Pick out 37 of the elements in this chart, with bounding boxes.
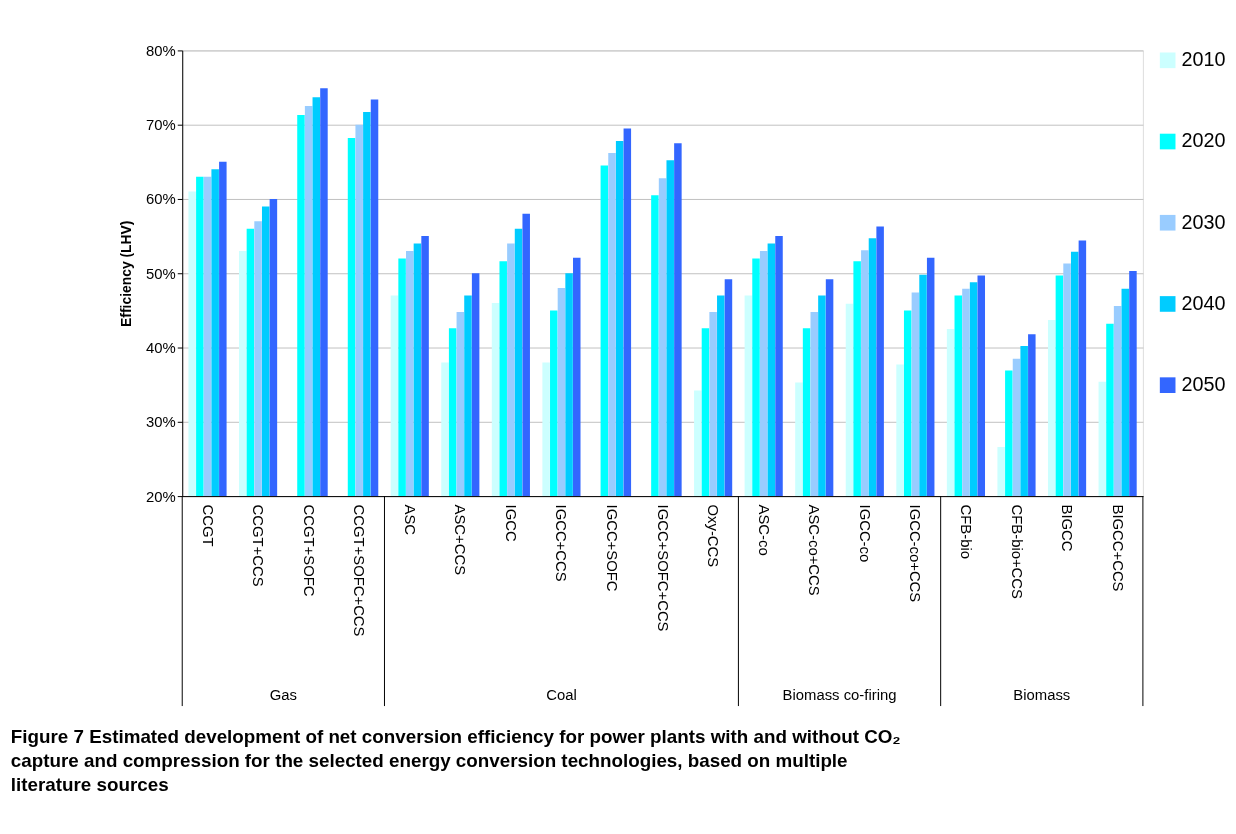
x-tick-label: IGCC+SOFC+CCS: [654, 504, 671, 632]
x-tick-label: CCGT+CCS: [250, 504, 267, 587]
x-tick-label: BIGCC: [1059, 504, 1076, 552]
y-tick-label: 50%: [146, 265, 176, 282]
text: Gas: [269, 687, 297, 704]
x-tick-label: CFB-bio+CCS: [1008, 504, 1025, 600]
x-tick-label: IGCC-co+CCS: [907, 504, 924, 603]
legend-label: 2010: [1181, 48, 1226, 71]
x-tick-label: IGCC: [502, 504, 519, 542]
x-tick-label: ASC-co+CCS: [806, 504, 823, 596]
legend-label: 2050: [1181, 373, 1226, 396]
x-tick-label: ASC: [401, 504, 418, 536]
x-tick-label: IGCC+CCS: [553, 504, 570, 582]
y-tick-label: 60%: [146, 191, 176, 208]
legend-label: 2040: [1181, 291, 1226, 314]
y-tick-label: 30%: [146, 414, 176, 431]
x-tick-label: Oxy-CCS: [705, 504, 722, 568]
x-tick-label: ASC+CCS: [452, 504, 469, 576]
x-tick-label: CCGT: [199, 504, 216, 547]
x-tick-label: CCGT+SOFC+CCS: [351, 504, 368, 637]
x-tick-label: CCGT+SOFC: [300, 504, 317, 597]
text: Biomass: [1013, 687, 1071, 704]
y-tick-label: 20%: [146, 488, 176, 505]
text: Figure 7 Estimated development of net conversion efficiency for power plants with and without CO₂ capture and compression for the selected energy conversion technologies, based on multiple literature sources: [10, 726, 901, 795]
x-tick-label: IGCC-co: [856, 504, 873, 563]
legend-label: 2030: [1181, 210, 1226, 233]
y-tick-label: 40%: [146, 339, 176, 356]
legend-label: 2020: [1181, 129, 1226, 152]
x-tick-label: BIGCC+CCS: [1109, 504, 1126, 592]
y-axis-title: Efficiency (LHV): [118, 220, 135, 327]
y-tick-label: 80%: [146, 42, 176, 59]
x-tick-label: ASC-co: [755, 504, 772, 556]
x-tick-label: CFB-bio: [957, 504, 974, 559]
x-tick-label: IGCC+SOFC: [604, 504, 621, 592]
y-tick-label: 70%: [146, 117, 176, 134]
text: Biomass co-firing: [782, 687, 897, 704]
text: Coal: [546, 687, 577, 704]
